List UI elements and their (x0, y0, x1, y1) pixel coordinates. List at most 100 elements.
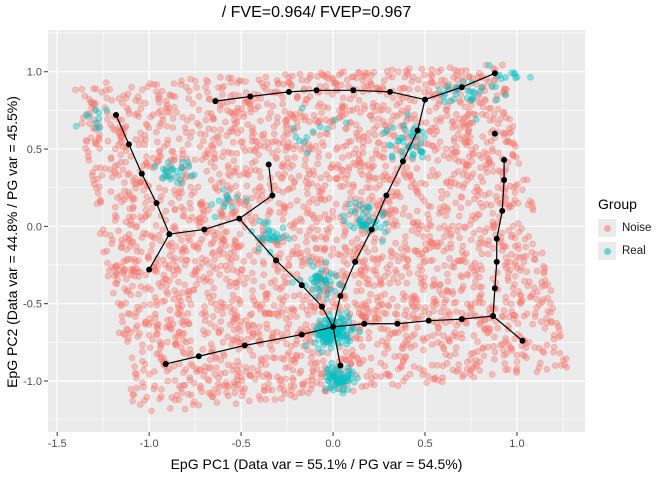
noise-point (394, 382, 402, 390)
noise-point (401, 239, 409, 247)
noise-point (422, 304, 429, 311)
noise-point (372, 150, 380, 158)
x-tick-label: 0.5 (417, 438, 432, 450)
legend-label-real: Real (622, 244, 646, 257)
noise-point (550, 331, 558, 339)
noise-point (291, 154, 298, 161)
noise-point (516, 254, 524, 261)
noise-point (434, 144, 441, 152)
y-axis-label: EpG PC2 (Data var = 44.8% / PG var = 45.… (4, 96, 20, 388)
noise-point (303, 96, 311, 103)
noise-point (291, 359, 299, 366)
noise-point (271, 354, 279, 362)
noise-point (498, 247, 506, 254)
graph-node (352, 258, 359, 265)
real-point (306, 257, 313, 265)
noise-point (468, 146, 476, 154)
real-point (511, 71, 518, 78)
noise-point (196, 222, 203, 230)
noise-point (257, 174, 264, 181)
noise-point (202, 83, 209, 91)
noise-point (250, 322, 258, 330)
noise-point (528, 200, 536, 207)
noise-point (248, 127, 256, 135)
noise-point (543, 365, 551, 373)
noise-point (268, 386, 276, 394)
graph-node (166, 231, 173, 238)
noise-point (478, 283, 486, 291)
noise-point (328, 161, 336, 168)
noise-point (305, 167, 312, 174)
noise-point (372, 314, 379, 322)
noise-point (426, 233, 434, 240)
noise-point (490, 342, 497, 350)
noise-point (253, 192, 261, 199)
graph-node (298, 331, 305, 338)
noise-point (494, 324, 502, 332)
noise-point (179, 147, 186, 154)
noise-point (277, 376, 285, 383)
noise-point (138, 234, 146, 241)
noise-point (411, 341, 419, 349)
noise-point (182, 256, 190, 264)
noise-point (516, 291, 524, 299)
noise-point (117, 302, 125, 310)
noise-point (440, 332, 448, 340)
noise-point (134, 93, 142, 100)
noise-point (196, 239, 204, 247)
noise-point (164, 338, 171, 346)
noise-point (404, 256, 412, 264)
noise-point (222, 118, 229, 126)
x-tick-label: 1.0 (509, 438, 524, 450)
noise-point (298, 262, 306, 269)
noise-point (339, 94, 347, 102)
noise-point (402, 293, 409, 300)
noise-point (514, 220, 522, 227)
noise-point (234, 339, 242, 346)
real-point (319, 332, 327, 340)
real-point (446, 98, 454, 105)
noise-point (500, 352, 508, 359)
real-point (378, 238, 386, 245)
noise-point (517, 292, 525, 300)
noise-point (355, 97, 363, 104)
noise-point (383, 67, 391, 75)
noise-point (350, 181, 357, 189)
noise-point (149, 154, 157, 162)
noise-point (370, 68, 378, 76)
noise-point (402, 374, 410, 382)
noise-point (284, 130, 292, 138)
noise-point (196, 214, 204, 222)
noise-point (139, 379, 146, 387)
noise-point (424, 140, 432, 148)
real-point (315, 345, 322, 352)
noise-point (508, 233, 515, 241)
real-point (342, 119, 350, 127)
noise-point (193, 368, 200, 376)
real-point (478, 84, 485, 91)
noise-point (363, 264, 370, 272)
noise-point (485, 237, 493, 245)
graph-node (368, 226, 375, 233)
noise-point (507, 128, 515, 136)
noise-point (444, 206, 452, 214)
noise-point (186, 237, 193, 244)
noise-point (512, 367, 520, 375)
real-point (463, 95, 471, 102)
noise-point (435, 101, 442, 108)
noise-point (189, 362, 196, 370)
noise-point (460, 252, 468, 259)
noise-point (422, 119, 430, 126)
noise-point (107, 232, 114, 239)
noise-point (138, 216, 146, 224)
noise-point (171, 225, 179, 233)
noise-point (223, 107, 231, 114)
noise-point (509, 223, 517, 230)
noise-point (135, 290, 142, 298)
noise-point (151, 368, 158, 375)
noise-point (434, 265, 441, 272)
noise-point (132, 136, 139, 143)
noise-point (533, 368, 541, 376)
noise-point (104, 259, 111, 267)
noise-point (392, 266, 399, 274)
